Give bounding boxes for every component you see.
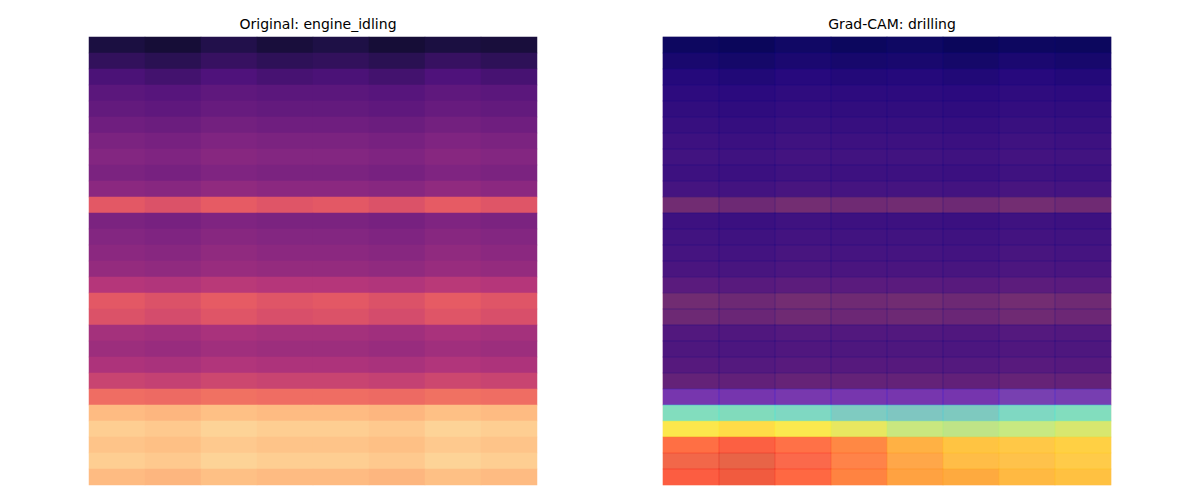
- svg-text:Grad-CAM: drilling: Grad-CAM: drilling: [828, 16, 956, 32]
- svg-text:Original: engine_idling: Original: engine_idling: [239, 16, 396, 32]
